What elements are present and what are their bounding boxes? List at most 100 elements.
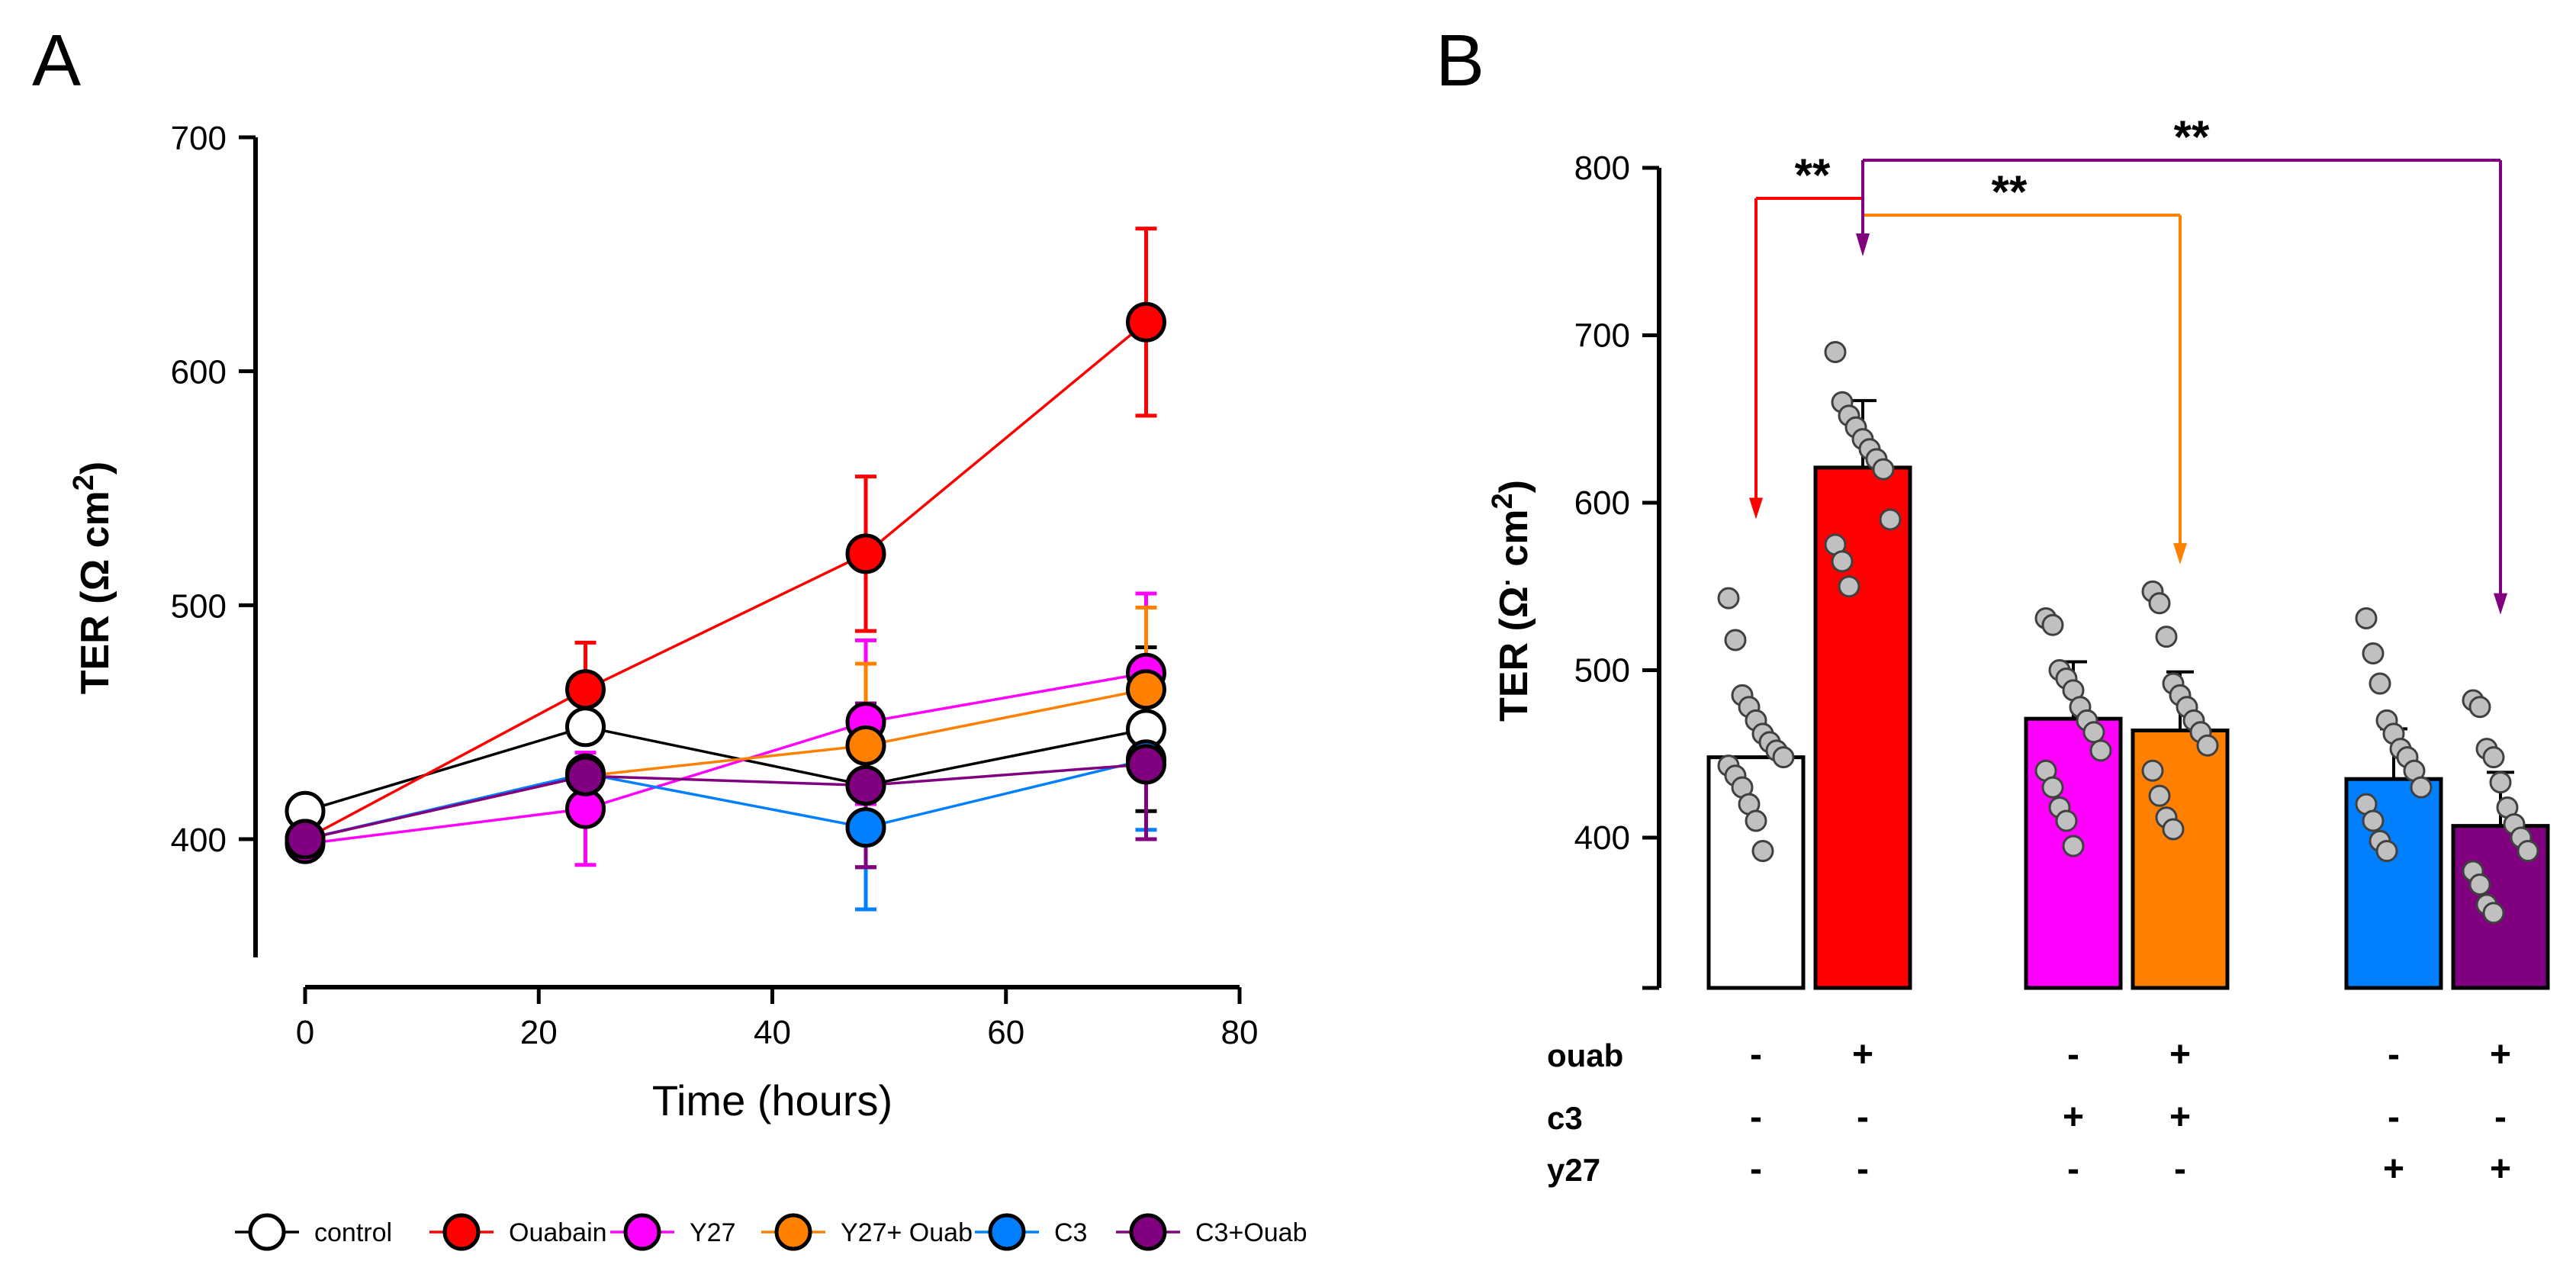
bar-control — [1706, 755, 1806, 990]
y-axis-title-main: TER (Ω — [1492, 586, 1536, 721]
x-axis-title: Time (hours) — [652, 1076, 892, 1124]
sample-point — [1745, 809, 1767, 832]
data-point — [845, 807, 886, 848]
sample-point — [2148, 592, 2171, 615]
y-tick-label: 700 — [1574, 317, 1630, 355]
y-axis-title: TER (Ω cm2) — [68, 462, 117, 695]
significance-arrowhead — [1749, 497, 1763, 520]
sample-point — [2489, 771, 2512, 794]
y-tick-label: 500 — [1574, 652, 1630, 690]
sample-point — [2196, 734, 2219, 757]
sample-point — [2468, 696, 2491, 719]
series-line-ouabain — [304, 320, 1147, 841]
condition-sign: - — [2174, 1149, 2186, 1189]
condition-sign: - — [1750, 1149, 1762, 1189]
data-point — [565, 706, 606, 748]
sample-point — [1872, 458, 1895, 481]
y-tick-label: 700 — [171, 120, 227, 157]
condition-sign: - — [2388, 1034, 2400, 1075]
legend-label: Y27 — [690, 1218, 736, 1247]
y-axis-title-superscript: 2 — [1487, 493, 1519, 509]
sample-point — [2369, 672, 2391, 695]
sample-point — [2041, 613, 2064, 636]
legend-label: C3+Ouab — [1195, 1218, 1307, 1247]
sample-point — [1831, 550, 1854, 573]
condition-sign: - — [1857, 1149, 1869, 1189]
x-tick-label: 40 — [754, 1014, 791, 1051]
y-tick-label: 500 — [171, 587, 227, 625]
sample-point — [2089, 739, 2112, 762]
panel-label-a: A — [32, 20, 81, 101]
y-axis-title-superscript: 2 — [68, 475, 100, 491]
condition-sign: - — [1750, 1034, 1762, 1075]
condition-sign: - — [1750, 1097, 1762, 1137]
data-point — [845, 533, 886, 574]
panel-a-legend: control Ouabain Y27 Y27+ Ouab C3 C3+Ouab — [235, 1213, 1307, 1251]
data-point — [565, 755, 606, 796]
significance-arrowhead — [2173, 542, 2187, 565]
sample-point — [1824, 340, 1847, 363]
data-point — [285, 819, 326, 860]
data-point — [1126, 669, 1166, 710]
sample-point — [1724, 629, 1747, 651]
panel-a-line-chart: 400 500 600 700 0 20 40 60 80 Time (hours) TER (Ω … — [68, 120, 1258, 1124]
y-tick-label: 600 — [1574, 484, 1630, 522]
significance-label: ** — [2174, 111, 2210, 162]
sample-point — [1838, 575, 1860, 598]
y-tick-label: 400 — [1574, 819, 1630, 857]
condition-sign: - — [2494, 1097, 2507, 1137]
condition-sign: + — [2383, 1149, 2404, 1189]
sample-point — [2355, 606, 2378, 629]
sample-point — [2055, 809, 2078, 832]
sample-point — [2162, 818, 2185, 841]
y-axis-title-main: TER (Ω cm — [73, 491, 117, 694]
y-axis-title-unit: cm — [1492, 510, 1536, 578]
x-tick-label: 60 — [987, 1014, 1024, 1051]
series-line-y27 — [304, 671, 1146, 845]
sample-point — [2410, 776, 2433, 799]
sample-point — [2482, 746, 2505, 769]
condition-sign: + — [1852, 1034, 1873, 1075]
condition-sign: - — [1857, 1097, 1869, 1137]
panel-b-bar-chart: 400 500 600 700 800 TER (Ω· cm2) ** ** ** ouab - + -… — [1487, 111, 2550, 1189]
y-axis-title-dot: · — [1494, 577, 1523, 586]
x-tick-label: 80 — [1221, 1014, 1259, 1051]
significance-arrowhead — [2494, 593, 2507, 615]
y-tick-label: 800 — [1574, 150, 1630, 187]
condition-sign: + — [2169, 1034, 2191, 1075]
condition-sign: + — [2490, 1034, 2511, 1075]
condition-label-c3: c3 — [1547, 1100, 1583, 1136]
significance-label: ** — [1992, 166, 2028, 217]
sample-point — [2482, 902, 2505, 925]
data-point — [565, 669, 606, 710]
legend-marker — [248, 1213, 286, 1251]
sample-point — [1879, 508, 1902, 531]
sample-point — [1717, 587, 1740, 610]
legend-marker — [442, 1213, 481, 1251]
data-point — [1126, 301, 1166, 343]
legend-label: C3 — [1054, 1218, 1087, 1247]
data-point — [845, 725, 886, 766]
y-tick-label: 600 — [171, 354, 227, 391]
condition-sign: - — [2067, 1034, 2079, 1075]
sample-point — [1751, 840, 1774, 863]
data-point — [845, 764, 886, 806]
sample-point — [1772, 746, 1795, 769]
condition-sign: - — [2388, 1097, 2400, 1137]
legend-marker — [623, 1213, 661, 1251]
condition-label-ouab: ouab — [1547, 1038, 1623, 1073]
sample-point — [2517, 840, 2539, 863]
legend-label: control — [314, 1218, 392, 1247]
legend-label: Y27+ Ouab — [841, 1218, 973, 1247]
data-point — [1126, 744, 1166, 785]
y-tick-label: 400 — [171, 822, 227, 859]
y-axis-title-close: ) — [73, 462, 117, 475]
condition-sign: + — [2490, 1149, 2511, 1189]
series-line-c3-ouab — [304, 763, 1146, 841]
condition-sign: + — [2063, 1097, 2084, 1137]
condition-sign: - — [2067, 1149, 2079, 1189]
legend-marker — [988, 1213, 1026, 1251]
panel-label-b: B — [1436, 20, 1484, 101]
condition-label-y27: y27 — [1547, 1152, 1600, 1188]
